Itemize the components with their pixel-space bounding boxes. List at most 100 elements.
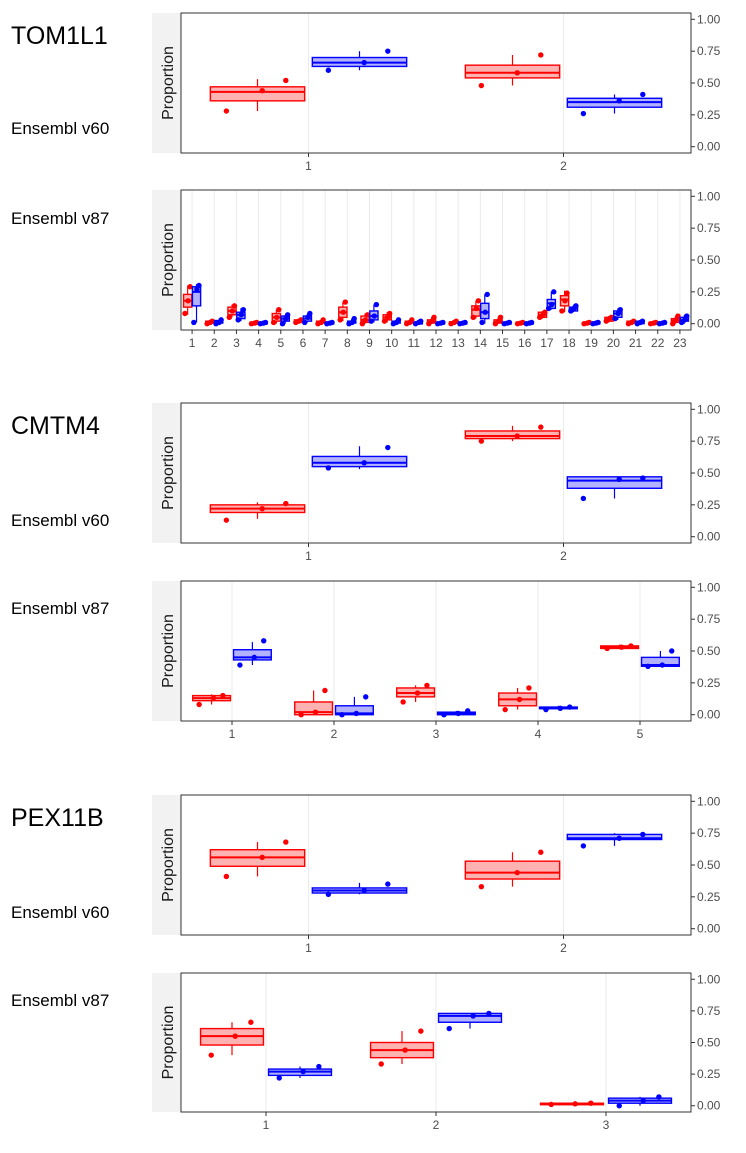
data-point — [616, 835, 622, 841]
box-blue-15 — [501, 319, 513, 327]
data-point — [240, 306, 247, 313]
data-point — [479, 319, 485, 326]
x-tick-label: 4 — [255, 336, 262, 350]
box-red-1 — [209, 839, 306, 880]
data-point — [640, 475, 646, 481]
x-tick-label: 6 — [300, 336, 307, 350]
data-point — [191, 319, 197, 326]
y-tick-label: 0.25 — [697, 890, 721, 904]
y-tick-label: 0.00 — [697, 922, 721, 936]
data-point — [220, 692, 226, 699]
box-red-2 — [369, 1028, 435, 1067]
y-axis-label: Proportion — [160, 436, 177, 510]
data-point — [640, 831, 646, 838]
x-tick-label: 2 — [560, 159, 567, 173]
data-point — [276, 306, 282, 313]
data-point — [580, 110, 587, 117]
data-point — [402, 1047, 408, 1053]
annotation-version: Ensembl v87 — [11, 991, 109, 1010]
panel-4: Ensembl v87 Proportion 0.00 0.25 0.50 0.75 1.0… — [11, 580, 721, 741]
data-point — [320, 317, 326, 323]
annotation-version: Ensembl v87 — [11, 599, 109, 618]
x-tick-label: 2 — [560, 549, 567, 563]
box-red-16 — [514, 319, 526, 327]
data-point — [528, 319, 535, 326]
x-tick-label: 1 — [189, 336, 196, 350]
box-red-1 — [192, 692, 232, 708]
data-point — [616, 1103, 622, 1109]
box-blue-14 — [479, 291, 490, 326]
y-tick-label: 0.75 — [697, 44, 721, 58]
x-tick-label: 22 — [651, 336, 665, 350]
y-axis-label: Proportion — [160, 223, 177, 297]
box-blue-17 — [545, 289, 557, 312]
data-point — [368, 318, 374, 324]
box-blue-18 — [568, 303, 579, 314]
data-point — [612, 315, 618, 322]
box-blue-7 — [324, 319, 335, 327]
data-point — [588, 1100, 594, 1106]
ylabel-strip — [152, 973, 181, 1112]
data-point — [424, 682, 430, 689]
box-blue-23 — [678, 313, 690, 326]
data-point — [475, 298, 482, 304]
y-tick-label: 0.25 — [697, 1067, 721, 1081]
data-point — [580, 843, 587, 849]
data-point — [514, 869, 520, 876]
data-point — [248, 1019, 254, 1025]
box-red-19 — [581, 319, 592, 327]
data-point — [497, 314, 504, 321]
y-tick-label: 0.50 — [697, 858, 721, 872]
data-point — [223, 517, 230, 523]
data-point — [418, 318, 424, 324]
x-tick-label: 12 — [429, 336, 443, 350]
data-point — [361, 460, 367, 466]
data-point — [378, 1061, 384, 1067]
x-tick-label: 11 — [408, 336, 421, 350]
box-iqr — [464, 860, 561, 880]
data-point — [361, 887, 367, 894]
data-point — [470, 1013, 476, 1019]
data-point — [618, 644, 625, 650]
data-point — [339, 712, 345, 718]
data-point — [628, 643, 634, 649]
data-point — [455, 710, 461, 717]
x-tick-label: 15 — [496, 336, 510, 350]
data-point — [462, 319, 468, 326]
data-point — [446, 1025, 452, 1032]
y-tick-label: 0.00 — [697, 708, 721, 722]
box-iqr — [566, 833, 663, 841]
data-point — [353, 710, 359, 717]
data-point — [595, 319, 601, 326]
data-point — [549, 301, 555, 308]
box-blue-2 — [566, 475, 663, 502]
data-point — [381, 318, 388, 324]
data-point — [514, 70, 520, 76]
box-red-13 — [448, 318, 459, 327]
data-point — [543, 706, 549, 713]
gene-name: TOM1L1 — [11, 22, 108, 50]
box-red-1 — [199, 1019, 265, 1058]
box-blue-9 — [368, 301, 380, 324]
data-point — [414, 690, 421, 696]
data-point — [210, 695, 217, 701]
box-red-3 — [396, 682, 436, 705]
x-tick-label: 2 — [331, 727, 338, 741]
data-point — [361, 59, 367, 66]
data-point — [301, 319, 308, 326]
panel-5: PEX11B Ensembl v60 Proportion 0.00 0.25 0.50 0… — [11, 794, 721, 955]
gene-name: CMTM4 — [11, 412, 100, 440]
data-point — [312, 709, 319, 715]
box-blue-8 — [346, 315, 357, 327]
box-red-4 — [498, 685, 538, 713]
box-red-1 — [209, 500, 306, 523]
box-iqr — [209, 86, 306, 102]
box-blue-20 — [612, 306, 623, 322]
box-red-12 — [426, 314, 437, 327]
data-point — [616, 476, 622, 483]
data-point — [362, 317, 369, 323]
data-point — [351, 315, 357, 322]
box-blue-4 — [538, 704, 578, 713]
x-tick-label: 5 — [637, 727, 644, 741]
